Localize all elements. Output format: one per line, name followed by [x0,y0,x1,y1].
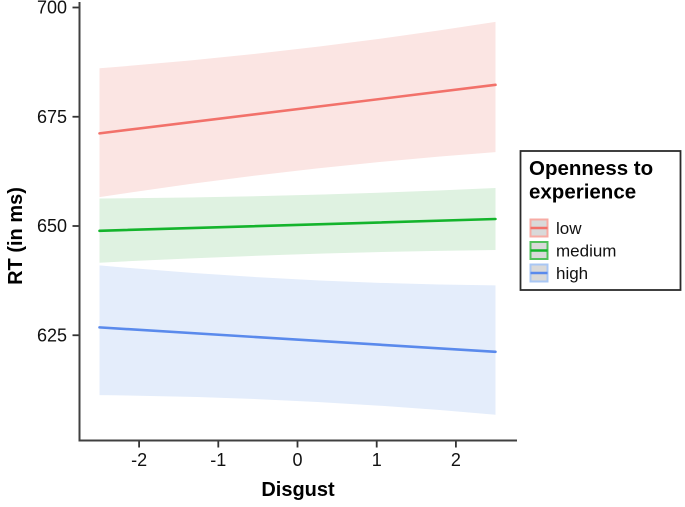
legend-title-line2: experience [529,181,636,204]
legend-label-medium: medium [556,242,616,261]
y-tick-label: 700 [37,0,67,18]
x-tick-label: 1 [372,450,382,470]
y-axis-ticks: 625 650 675 700 [37,0,79,345]
trend-line-medium [98,217,497,233]
regression-lines [98,83,497,354]
x-tick-label: 2 [451,450,461,470]
y-tick-label: 675 [37,107,67,127]
axes: -2 -1 0 1 2 625 650 675 700 Disgust RT (in ms) [5,0,517,501]
trend-line-low [98,83,497,135]
x-tick-label: 0 [292,450,302,470]
x-axis-ticks: -2 -1 0 1 2 [131,441,461,470]
x-tick-label: -1 [210,450,226,470]
legend-title-line1: Openness to [529,157,653,180]
legend: Openness to experience low medium high [519,150,682,291]
x-tick-label: -2 [131,450,147,470]
y-tick-label: 650 [37,216,67,236]
legend-label-low: low [556,219,582,238]
legend-keys: low medium high [529,218,616,283]
x-axis-title: Disgust [261,479,335,501]
y-tick-label: 625 [37,325,67,345]
trend-line-high [98,326,497,354]
confidence-ribbons [99,21,496,415]
legend-label-high: high [556,264,588,283]
y-axis-title: RT (in ms) [5,187,27,285]
